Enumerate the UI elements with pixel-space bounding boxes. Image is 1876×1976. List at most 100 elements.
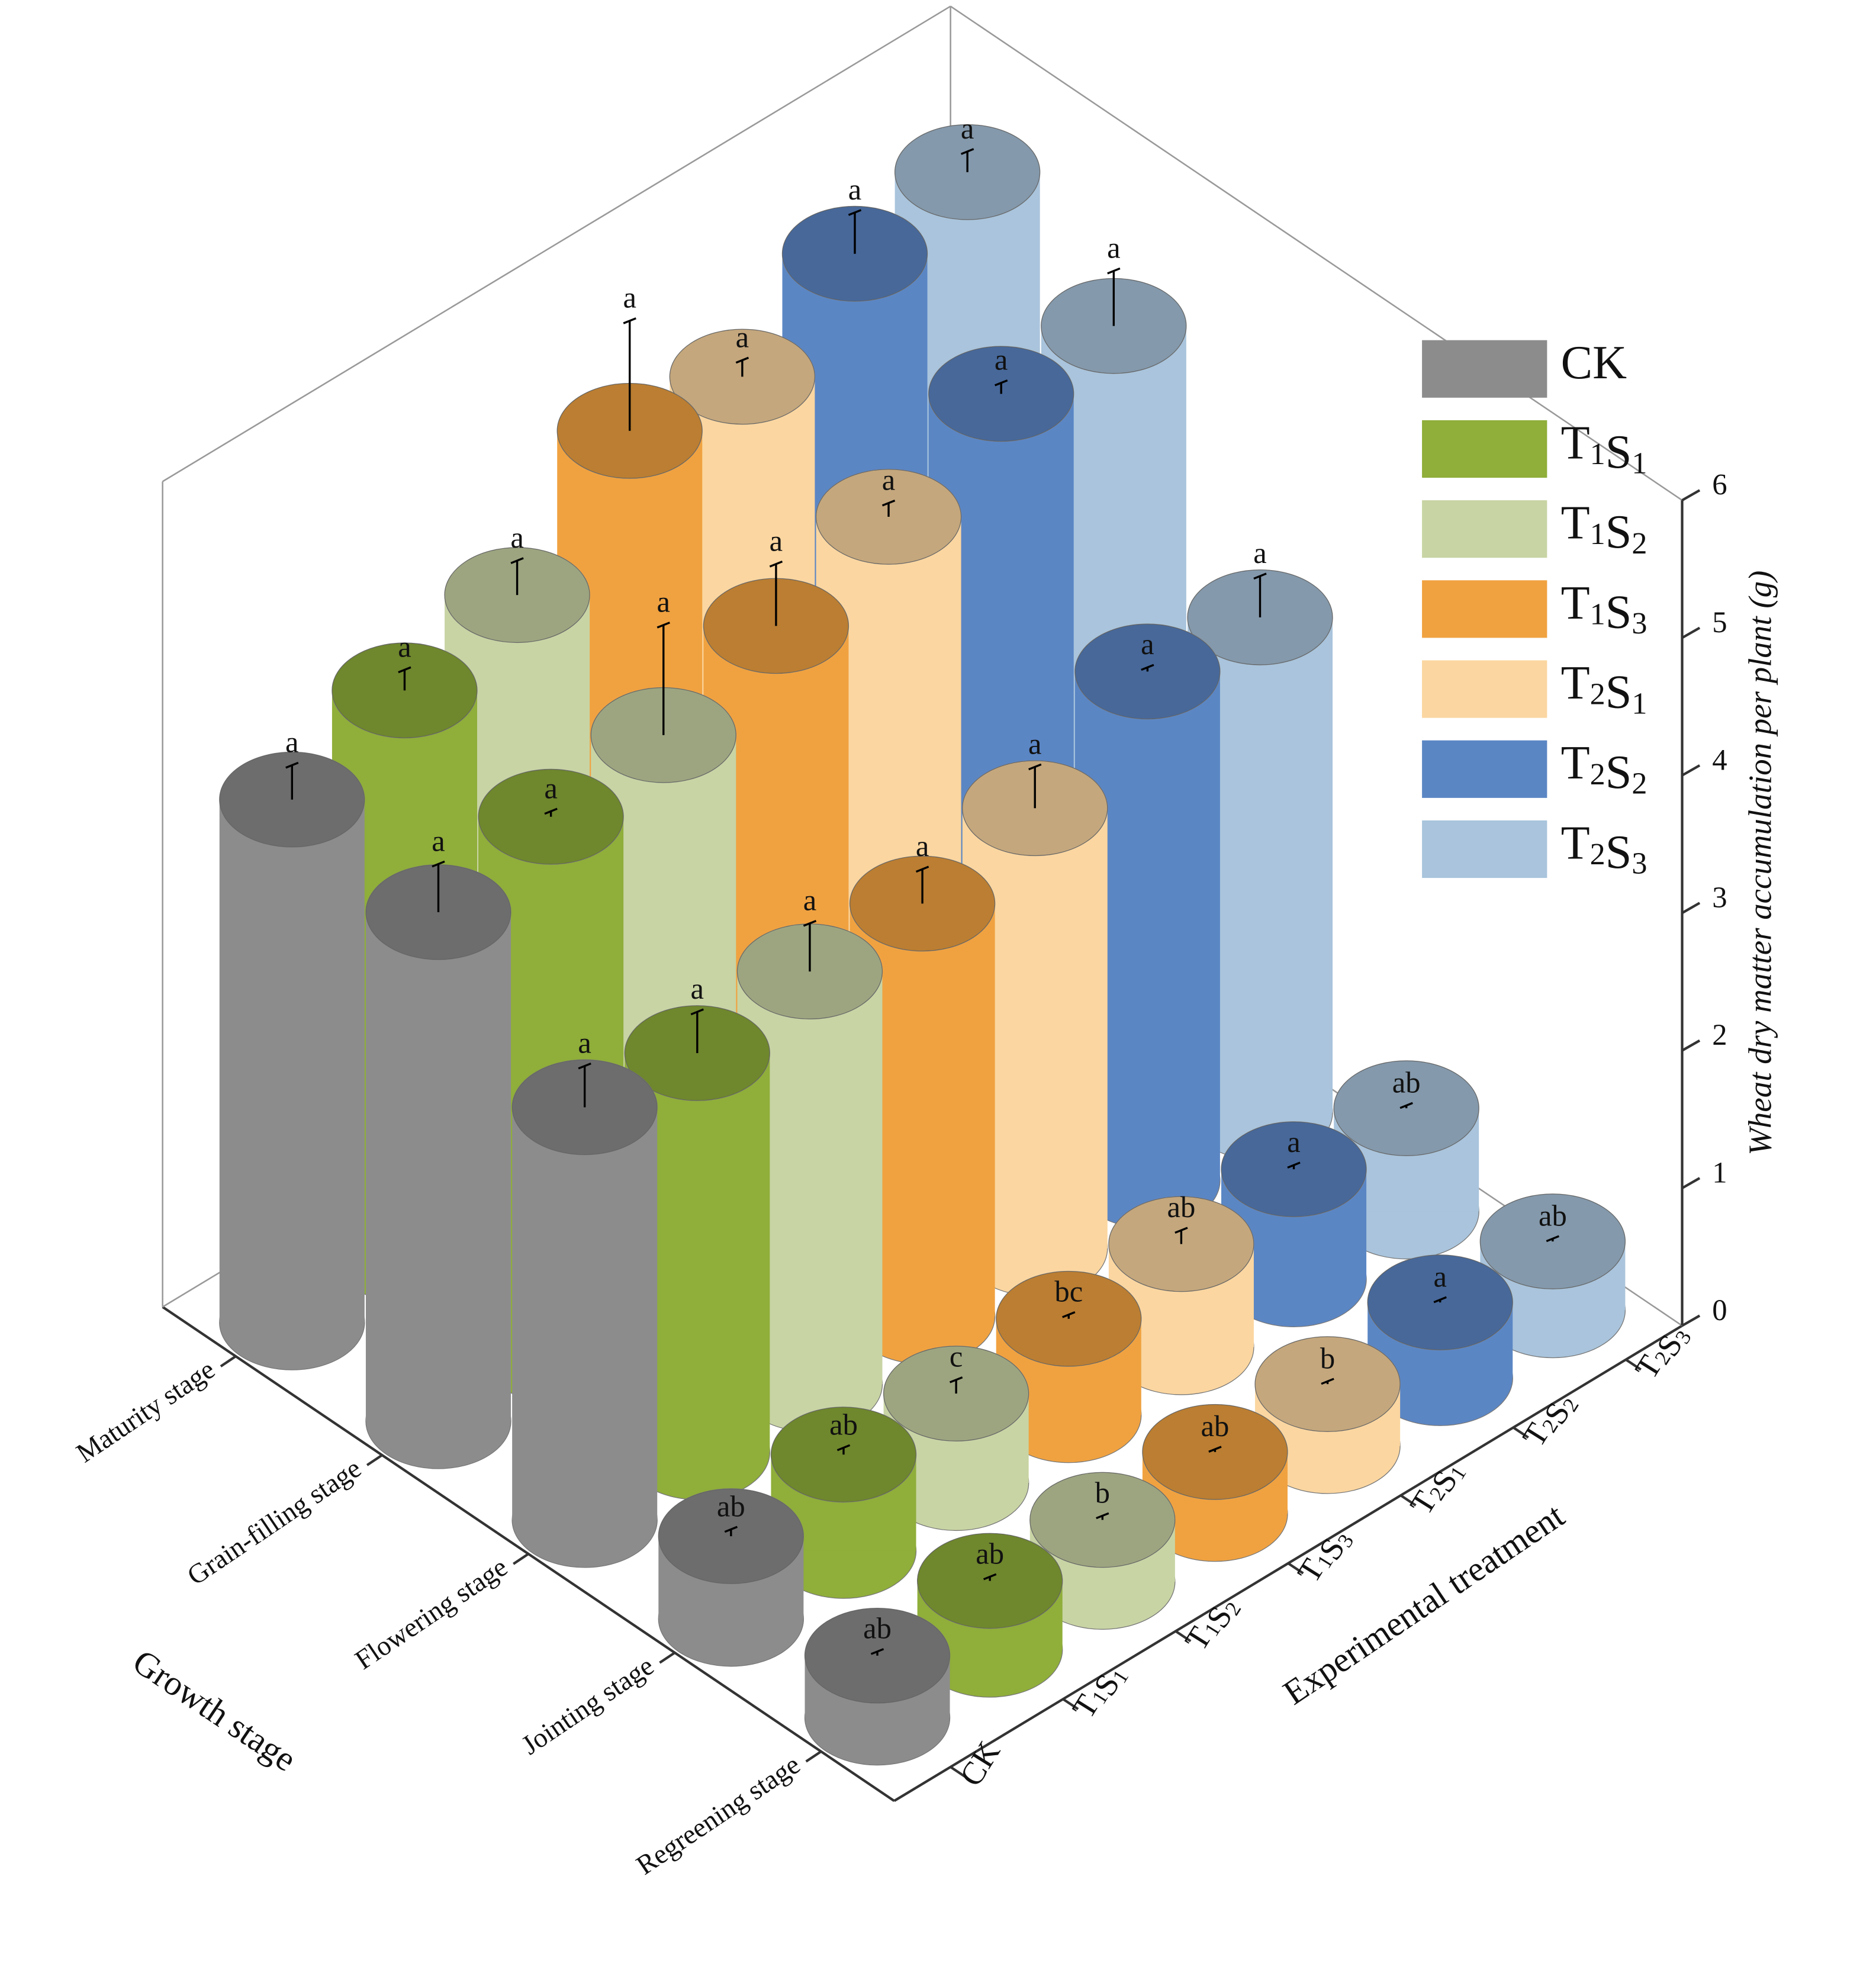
error-cap (848, 209, 862, 216)
x-tick-label: T1S1 (1065, 1655, 1134, 1729)
x-tick (1062, 1698, 1079, 1710)
legend-label: T1S3 (1561, 577, 1647, 641)
error-cap (960, 148, 974, 155)
significance-letter: a (1287, 1125, 1301, 1158)
significance-letter: a (578, 1026, 591, 1060)
z-tick-label: 0 (1712, 1293, 1727, 1327)
x-tick (1400, 1494, 1417, 1507)
z-tick-label: 1 (1712, 1156, 1727, 1189)
significance-letter: a (510, 521, 524, 554)
y-tick (659, 1652, 675, 1664)
error-cap (769, 561, 783, 568)
z-tick (1681, 902, 1701, 915)
error-cap (915, 865, 929, 873)
bar (512, 1107, 658, 1520)
significance-letter: a (1141, 627, 1154, 661)
bar-top-shade (703, 578, 849, 674)
legend-swatch (1422, 420, 1547, 478)
error-cap (657, 622, 670, 629)
y-tick-label: Regreening stage (631, 1750, 806, 1881)
legend-swatch (1422, 820, 1547, 878)
y-tick (805, 1750, 822, 1763)
significance-letter: a (995, 343, 1008, 376)
significance-letter: a (770, 524, 783, 558)
error-cap (690, 1008, 704, 1016)
y-tick-label: Flowering stage (350, 1552, 513, 1676)
x-tick-label: T2S3 (1627, 1315, 1696, 1389)
significance-letter: a (916, 829, 929, 863)
significance-letter: ab (1201, 1409, 1230, 1443)
legend-swatch (1422, 740, 1547, 798)
significance-letter: ab (1392, 1066, 1421, 1099)
significance-letter: ab (976, 1537, 1004, 1570)
legend-label: T2S1 (1561, 656, 1647, 720)
x-tick (1513, 1426, 1529, 1439)
y-tick (220, 1355, 237, 1367)
z-tick (1681, 1177, 1701, 1189)
error-cap (623, 317, 636, 324)
error-cap (983, 1573, 997, 1581)
x-tick-label: T1S2 (1177, 1587, 1246, 1660)
significance-letter: a (961, 112, 974, 145)
error-cap (836, 1444, 851, 1452)
significance-letter: ab (1539, 1199, 1567, 1232)
legend-swatch (1422, 580, 1547, 638)
y-tick (513, 1553, 529, 1565)
significance-letter: c (950, 1340, 963, 1373)
significance-letter: ab (1167, 1190, 1195, 1224)
error-cap (432, 860, 445, 868)
legend-label: T1S1 (1561, 417, 1647, 481)
bar (219, 799, 365, 1322)
error-cap (1287, 1161, 1301, 1169)
significance-letter: a (657, 585, 671, 619)
x-tick-label: T1S3 (1290, 1519, 1359, 1592)
error-cap (1141, 664, 1154, 671)
error-cap (578, 1062, 591, 1070)
significance-letter: a (803, 884, 817, 917)
z-tick (1681, 626, 1701, 639)
error-cap (285, 761, 299, 769)
error-cap (1208, 1446, 1222, 1453)
significance-letter: a (623, 281, 636, 314)
bar-top (1108, 1196, 1254, 1292)
significance-letter: a (736, 320, 749, 353)
error-cap (1433, 1296, 1447, 1304)
significance-letter: a (285, 725, 298, 758)
error-cap (803, 919, 817, 927)
x-tick (1174, 1630, 1192, 1643)
x-tick-label: T2S1 (1402, 1452, 1471, 1525)
error-cap (1174, 1227, 1188, 1234)
y-tick (366, 1454, 383, 1466)
x-tick (950, 1766, 967, 1778)
z-tick (1681, 1314, 1701, 1327)
significance-letter: a (1107, 231, 1121, 265)
y-axis-title: Growth stage (126, 1642, 304, 1779)
x-axis-title: Experimental treatment (1276, 1495, 1572, 1712)
bar-top (1187, 569, 1333, 665)
x-tick (1625, 1359, 1642, 1371)
z-axis-title: Wheat dry matter accumulation per plant … (1742, 571, 1778, 1156)
significance-letter: a (691, 972, 704, 1005)
significance-letter: a (1253, 536, 1267, 569)
significance-letter: ab (829, 1408, 858, 1441)
error-cap (1253, 572, 1267, 580)
significance-letter: b (1095, 1476, 1110, 1509)
error-cap (949, 1376, 963, 1383)
significance-letter: a (544, 771, 558, 804)
z-tick-label: 6 (1712, 468, 1727, 501)
legend-swatch (1422, 500, 1547, 558)
significance-letter: a (432, 824, 445, 857)
significance-letter: a (398, 630, 411, 663)
error-cap (881, 499, 896, 507)
bar (365, 912, 511, 1421)
significance-letter: ab (717, 1489, 745, 1523)
legend-swatch (1422, 660, 1547, 718)
bar-top-shade (1108, 1196, 1254, 1292)
error-cap (1107, 267, 1121, 275)
wall-edge (950, 5, 1683, 501)
z-tick (1681, 489, 1701, 501)
y-tick-label: Grain-filling stage (182, 1453, 366, 1592)
z-tick-label: 3 (1712, 881, 1727, 914)
significance-letter: a (1433, 1260, 1447, 1293)
